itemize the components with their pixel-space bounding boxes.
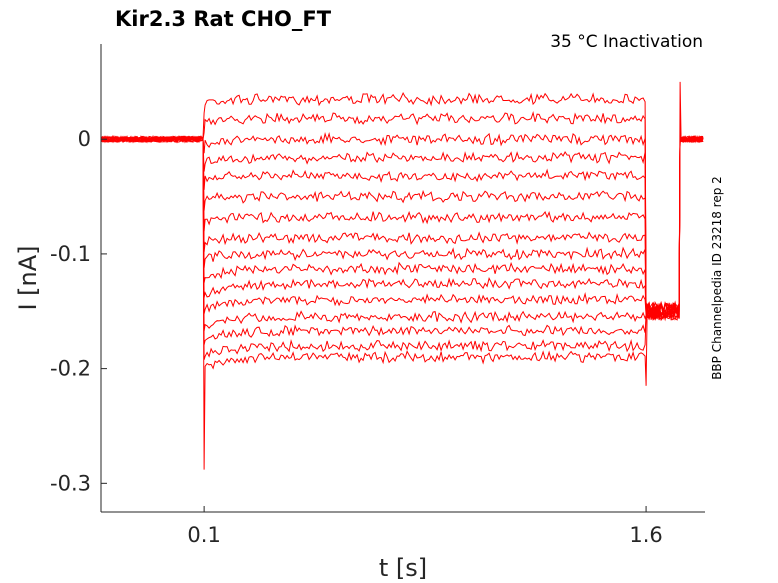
current-trace-13 bbox=[100, 129, 704, 332]
y-tick-label: -0.1 bbox=[50, 242, 91, 266]
current-trace-4 bbox=[100, 129, 704, 320]
y-ticks: 0 -0.1 -0.2 -0.3 bbox=[50, 127, 107, 495]
x-tick-label: 0.1 bbox=[187, 523, 220, 547]
current-trace-14 bbox=[100, 129, 704, 345]
y-tick-label: -0.2 bbox=[50, 357, 91, 381]
current-trace-16 bbox=[100, 129, 704, 470]
x-ticks: 0.1 1.6 bbox=[187, 506, 663, 547]
y-axis-label: I [nA] bbox=[14, 245, 42, 310]
axes bbox=[100, 44, 705, 513]
y-tick-label: -0.3 bbox=[50, 471, 91, 495]
x-axis-label: t [s] bbox=[379, 554, 427, 582]
current-trace-15 bbox=[100, 129, 704, 360]
y-tick-label: 0 bbox=[78, 127, 91, 151]
temperature-annotation: 35 °C Inactivation bbox=[550, 32, 703, 52]
chart-title: Kir2.3 Rat CHO_FT bbox=[115, 7, 332, 31]
current-traces bbox=[100, 81, 704, 470]
x-tick-label: 1.6 bbox=[629, 523, 662, 547]
side-id-label: BBP Channelpedia ID 23218 rep 2 bbox=[710, 176, 724, 380]
